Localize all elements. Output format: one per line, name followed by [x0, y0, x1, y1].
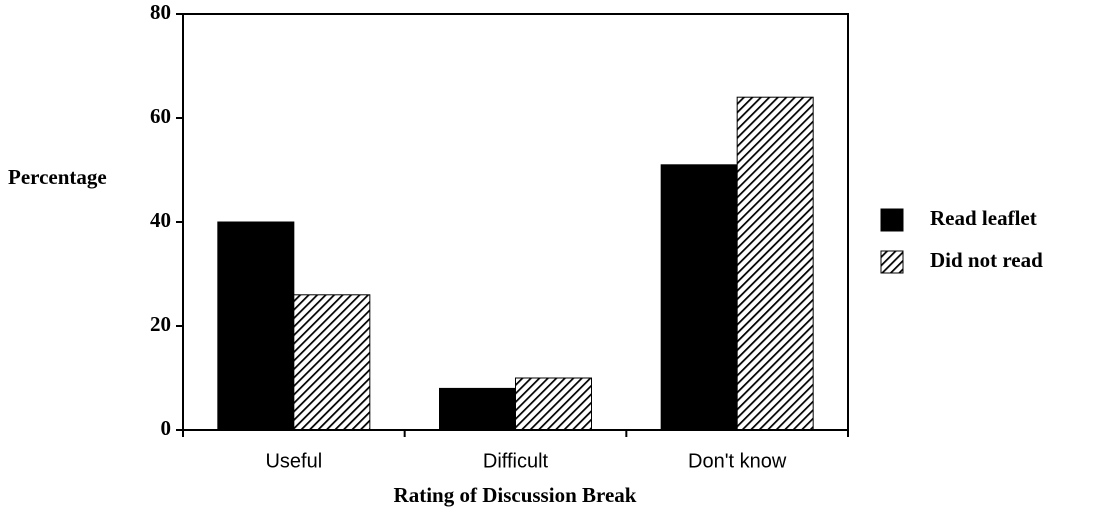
legend-swatch [880, 250, 904, 274]
x-tick-label: Don't know [688, 450, 787, 472]
bar [660, 164, 738, 431]
y-tick-label: 20 [150, 312, 171, 336]
y-tick-label: 60 [150, 104, 171, 128]
x-tick-label: Useful [265, 450, 322, 472]
y-tick-label: 80 [150, 0, 171, 24]
bar [736, 96, 814, 431]
y-axis-label: Percentage [8, 165, 107, 189]
x-axis-label: Rating of Discussion Break [394, 483, 637, 507]
plot-frame [182, 13, 849, 431]
bar [217, 221, 295, 431]
bar [293, 294, 371, 431]
y-tick-label: 40 [150, 208, 171, 232]
bar [439, 387, 516, 431]
bar [515, 377, 592, 431]
legend-swatch [880, 208, 904, 232]
legend-label: Did not read [930, 248, 1043, 272]
y-tick-label: 0 [161, 416, 172, 440]
legend-label: Read leaflet [930, 206, 1037, 230]
x-tick-label: Difficult [483, 450, 549, 472]
